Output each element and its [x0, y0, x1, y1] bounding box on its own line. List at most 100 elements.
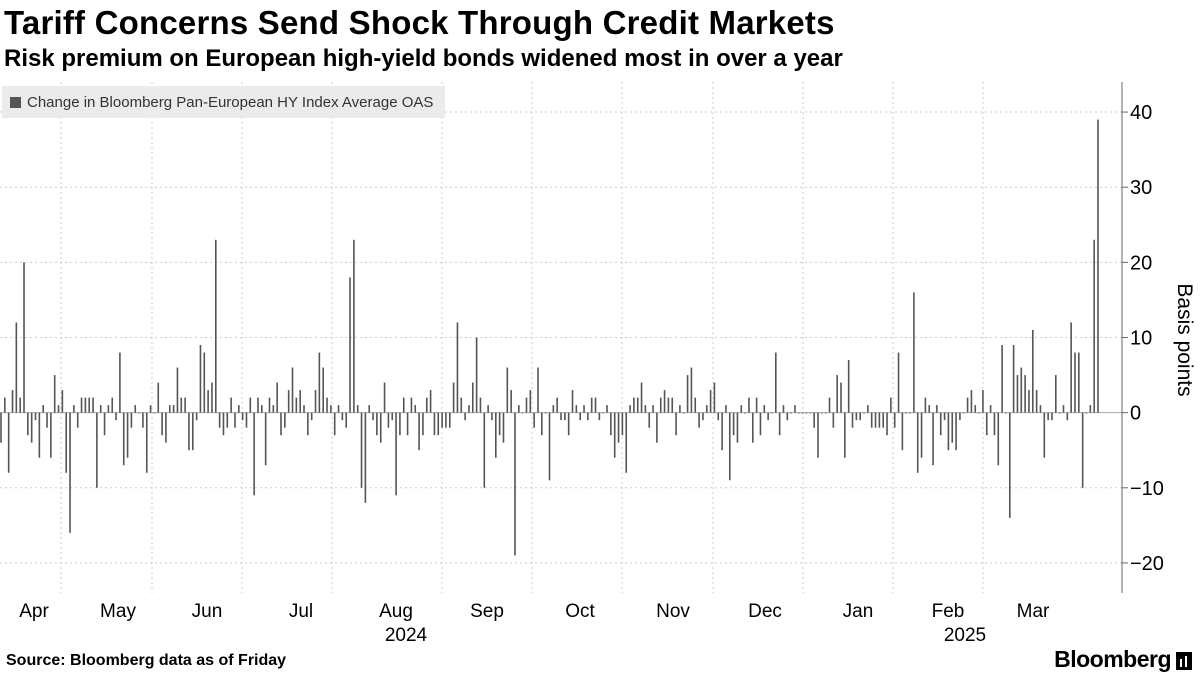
- bar: [667, 397, 670, 413]
- bar: [483, 412, 486, 488]
- bar: [333, 412, 336, 436]
- bar: [353, 239, 355, 413]
- bar: [740, 405, 743, 413]
- legend-label: Change in Bloomberg Pan-European HY Inde…: [27, 93, 434, 111]
- bar: [157, 382, 160, 413]
- bar: [303, 405, 305, 413]
- bar: [913, 292, 915, 413]
- y-tick-label: 10: [1130, 328, 1152, 350]
- bar: [993, 412, 996, 436]
- bar: [322, 367, 324, 413]
- bar: [870, 412, 873, 428]
- bar: [732, 412, 735, 436]
- bar: [583, 405, 585, 413]
- bar: [594, 397, 597, 413]
- bar: [226, 412, 229, 428]
- bar: [625, 412, 628, 473]
- bar: [1093, 239, 1095, 413]
- y-axis-label: Basis points: [1173, 283, 1196, 397]
- bar: [598, 412, 601, 421]
- bar: [962, 412, 965, 414]
- bar: [728, 412, 731, 481]
- bars: [0, 119, 1099, 556]
- bar: [809, 412, 812, 414]
- bar: [495, 412, 497, 458]
- bar: [211, 382, 213, 413]
- bar: [422, 412, 424, 436]
- bar: [122, 412, 125, 466]
- bar: [498, 412, 501, 436]
- bar: [448, 412, 451, 428]
- bar: [1097, 119, 1099, 413]
- bar: [234, 412, 236, 428]
- bar: [897, 352, 900, 413]
- bar: [909, 412, 911, 414]
- bar: [679, 405, 681, 413]
- bar: [943, 412, 946, 421]
- bar: [556, 397, 558, 413]
- bar: [199, 345, 202, 413]
- bar: [951, 412, 954, 443]
- bar: [932, 412, 934, 466]
- bar: [1005, 412, 1007, 414]
- bar: [291, 367, 294, 413]
- bar: [778, 412, 781, 436]
- bar: [882, 412, 885, 428]
- bar: [552, 405, 555, 413]
- bar: [84, 397, 87, 413]
- bar: [53, 375, 56, 413]
- bar: [985, 412, 988, 436]
- bar: [180, 397, 183, 413]
- x-tick-label: Oct: [565, 601, 595, 622]
- bar: [330, 405, 332, 413]
- bar: [272, 405, 275, 413]
- bar: [65, 412, 68, 473]
- bar: [874, 412, 877, 428]
- bar: [817, 412, 819, 458]
- x-tick-label: Nov: [656, 601, 690, 622]
- bar: [1070, 322, 1072, 413]
- bar: [859, 412, 861, 421]
- legend: Change in Bloomberg Pan-European HY Inde…: [2, 86, 446, 118]
- bar: [161, 412, 163, 436]
- bar: [920, 412, 923, 458]
- bar: [410, 397, 413, 413]
- bar: [682, 412, 685, 414]
- bar: [610, 412, 612, 436]
- y-tick-label: 20: [1130, 252, 1152, 274]
- bar: [379, 412, 382, 443]
- bar: [276, 382, 278, 413]
- bar: [786, 412, 789, 421]
- bar: [1028, 390, 1030, 413]
- bar: [844, 412, 846, 458]
- bar: [537, 367, 539, 413]
- x-year-label: 2025: [944, 625, 986, 646]
- y-axis: −20 −10 0 10 20 30 40: [1121, 82, 1164, 593]
- bar: [855, 412, 858, 421]
- x-tick-label: Apr: [19, 601, 49, 622]
- bar: [763, 405, 766, 413]
- bar: [395, 412, 397, 496]
- bar: [514, 412, 516, 556]
- bar: [686, 375, 689, 413]
- bar: [46, 412, 48, 428]
- bar: [318, 352, 321, 413]
- bar: [23, 262, 25, 413]
- bar: [613, 412, 616, 458]
- bar: [832, 412, 835, 428]
- bar: [978, 412, 980, 414]
- bar: [1012, 345, 1015, 413]
- bar: [50, 412, 52, 458]
- bar: [96, 412, 98, 488]
- bar: [73, 405, 75, 413]
- bar: [203, 352, 206, 413]
- bar: [939, 412, 942, 436]
- bar: [1078, 352, 1080, 413]
- bar: [560, 412, 562, 421]
- bar: [801, 412, 804, 414]
- bar: [518, 405, 520, 413]
- bar: [794, 405, 796, 413]
- grid-lines: [0, 82, 1122, 593]
- bar: [548, 412, 551, 481]
